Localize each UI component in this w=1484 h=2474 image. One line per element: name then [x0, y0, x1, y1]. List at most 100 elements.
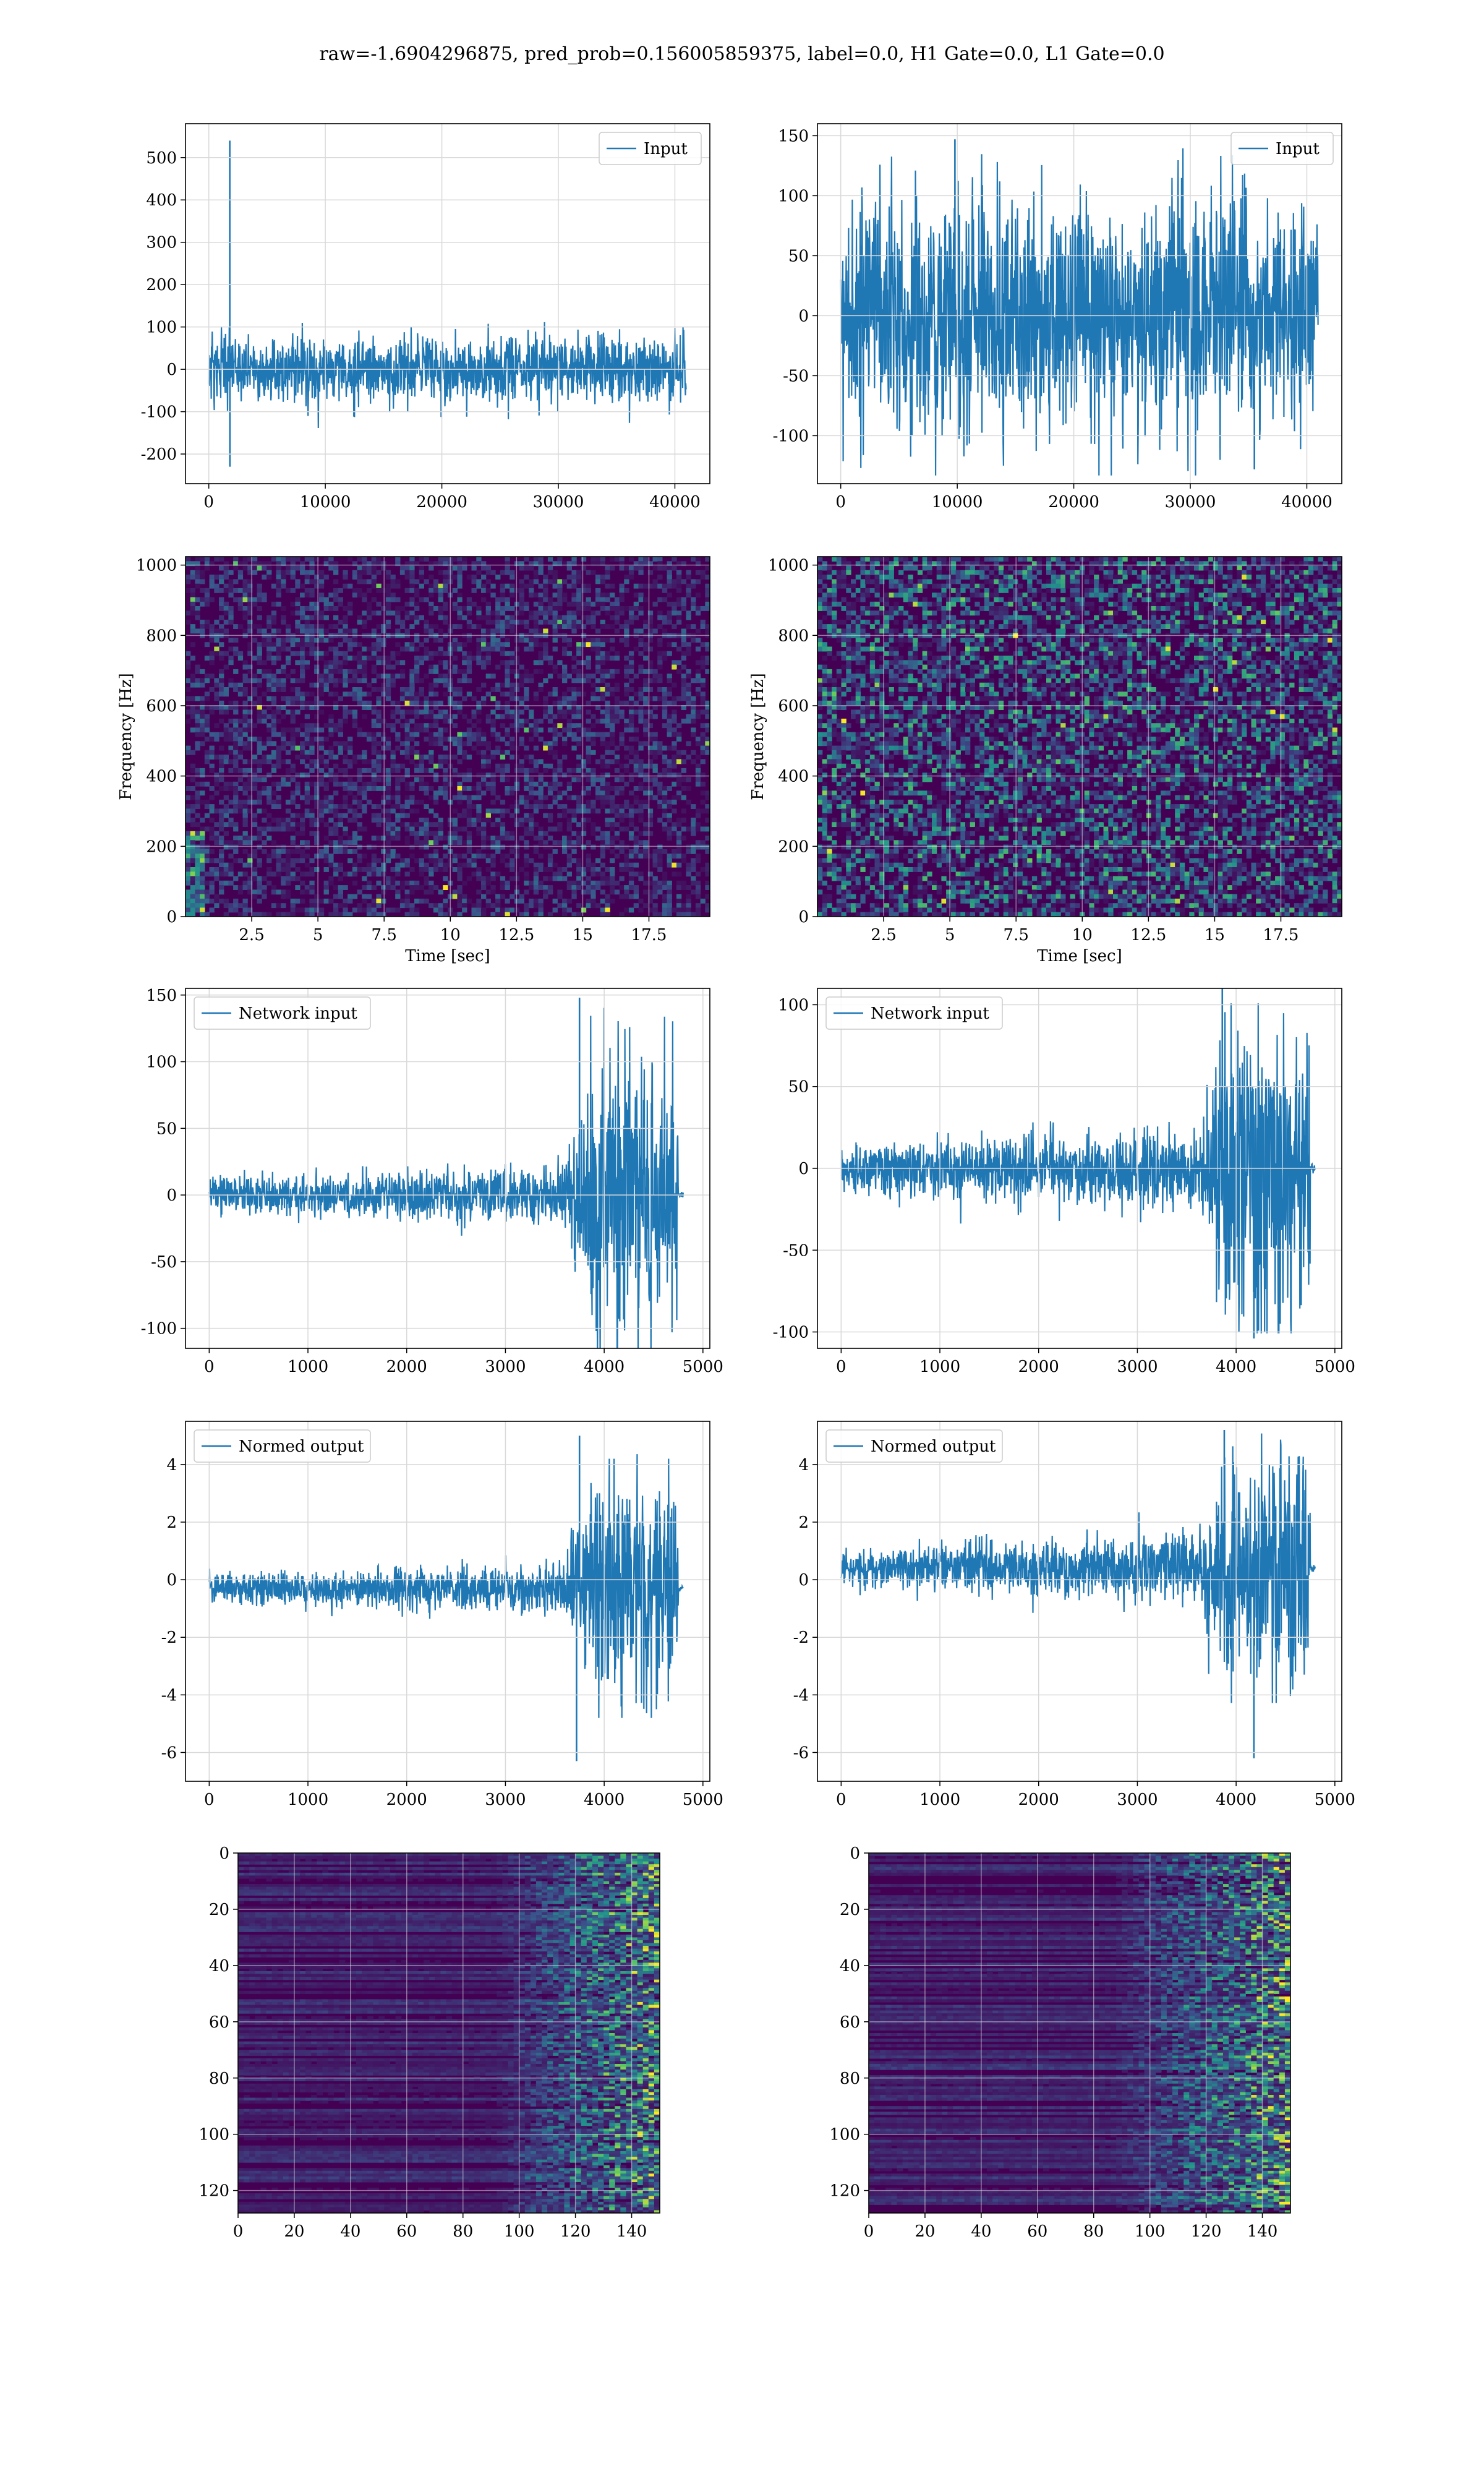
- feat-l1-svg: 0 20 40 60 80 100 120 140 0 20 40 60 80 100 120: [829, 1844, 1291, 2241]
- x-tick-label: 20: [915, 2222, 935, 2241]
- x-tick-label: 1000: [288, 1791, 328, 1809]
- y-tick-label: -200: [141, 445, 177, 464]
- y-tick-label: 120: [829, 2182, 860, 2201]
- x-tick-label: 4000: [1216, 1358, 1256, 1376]
- y-tick-label: -50: [151, 1253, 177, 1272]
- x-tick-label: 17.5: [631, 926, 667, 944]
- x-tick-label: 100: [504, 2222, 535, 2241]
- y-tick-label: 2: [798, 1513, 809, 1532]
- y-tick-label: 80: [209, 2070, 229, 2088]
- y-tick-label: 200: [146, 837, 177, 856]
- y-axis-label: Frequency [Hz]: [749, 673, 767, 800]
- y-tick-label: 0: [850, 1844, 860, 1863]
- x-tick-label: 3000: [485, 1791, 526, 1809]
- y-tick-label: 800: [778, 627, 809, 645]
- y-tick-label: 100: [778, 187, 809, 205]
- x-tick-label: 120: [1191, 2222, 1222, 2241]
- series-line: [840, 148, 1319, 476]
- x-tick-label: 3000: [1117, 1358, 1158, 1376]
- x-tick-label: 12.5: [498, 926, 534, 944]
- y-tick-label: -6: [793, 1744, 809, 1762]
- x-tick-label: 2000: [1018, 1358, 1059, 1376]
- y-tick-label: 100: [146, 1053, 177, 1072]
- y-tick-label: 0: [166, 1186, 177, 1205]
- y-tick-label: 0: [798, 908, 809, 927]
- x-tick-label: 15: [1205, 926, 1225, 944]
- x-tick-label: 20000: [1048, 493, 1099, 511]
- input-l1-svg: 0 10000 20000 30000 40000 -100 -50 0 50 100 150 Inp…: [773, 123, 1342, 511]
- x-tick-label: 7.5: [1004, 926, 1029, 944]
- net-l1-svg: 0 1000 2000 3000 4000 5000 -100 -50 0 50 100 Networ…: [773, 988, 1355, 1376]
- x-tick-label: 0: [233, 2222, 244, 2241]
- series-line: [840, 1433, 1316, 1703]
- legend-label: Normed output: [871, 1437, 996, 1456]
- y-tick-label: 120: [198, 2182, 229, 2201]
- x-tick-label: 2000: [386, 1358, 427, 1376]
- heatmap-cells: [238, 1853, 660, 2213]
- y-tick-label: -100: [773, 427, 809, 445]
- x-axis-label: Time [sec]: [1037, 947, 1122, 965]
- x-tick-label: 5000: [1315, 1358, 1355, 1376]
- axes-frame: [237, 1852, 660, 2214]
- input-h1-svg: 0 10000 20000 30000 40000 -200 -100 0 100 200 300 4…: [141, 123, 710, 511]
- x-tick-label: 1000: [288, 1358, 328, 1376]
- y-tick-label: 50: [788, 1078, 809, 1097]
- legend: Network input: [825, 996, 1003, 1030]
- x-tick-label: 4000: [584, 1791, 625, 1809]
- y-tick-label: -100: [141, 1320, 177, 1338]
- input-l1-panel: 0 10000 20000 30000 40000 -100 -50 0 50 100 150 Inp…: [737, 111, 1373, 546]
- x-tick-label: 4000: [1216, 1791, 1256, 1809]
- x-tick-label: 80: [453, 2222, 473, 2241]
- x-tick-label: 7.5: [372, 926, 397, 944]
- y-tick-label: 100: [198, 2126, 229, 2144]
- y-tick-label: 500: [146, 149, 177, 168]
- spec-l1-panel: 2.5 5 7.5 10 12.5 15 17.5 0 200 400 600 800 1000 Time…: [737, 544, 1373, 978]
- y-axis-label: Frequency [Hz]: [117, 673, 135, 800]
- x-tick-label: 0: [204, 1791, 215, 1809]
- feat-h1-svg: 0 20 40 60 80 100 120 140 0 20 40 60 80 100 120: [198, 1844, 660, 2241]
- y-tick-label: -100: [773, 1324, 809, 1342]
- x-tick-label: 2000: [386, 1791, 427, 1809]
- x-tick-label: 1000: [919, 1791, 960, 1809]
- y-tick-label: -2: [161, 1629, 177, 1647]
- axes-frame: [185, 1421, 710, 1782]
- norm-l1-svg: 0 1000 2000 3000 4000 5000 -6 -4 -2 0 2 4 Normed out…: [793, 1421, 1355, 1809]
- x-tick-label: 0: [836, 1791, 846, 1809]
- axes-frame: [185, 556, 710, 917]
- y-tick-label: 400: [146, 768, 177, 786]
- x-tick-label: 60: [1027, 2222, 1047, 2241]
- x-tick-label: 5: [313, 926, 323, 944]
- net-l1-panel: 0 1000 2000 3000 4000 5000 -100 -50 0 50 100 Networ…: [737, 976, 1373, 1410]
- grid-lines: [817, 988, 1342, 1348]
- legend: Normed output: [825, 1429, 1003, 1463]
- norm-h1-svg: 0 1000 2000 3000 4000 5000 -6 -4 -2 0 2 4 Normed out…: [161, 1421, 723, 1809]
- x-tick-label: 0: [203, 493, 214, 511]
- axes-frame: [817, 123, 1342, 484]
- y-tick-label: 150: [778, 127, 809, 145]
- y-tick-label: 4: [798, 1456, 809, 1475]
- y-tick-label: 4: [166, 1456, 177, 1475]
- series-line: [208, 1454, 684, 1718]
- x-tick-label: 15: [573, 926, 593, 944]
- heatmap-cells: [186, 557, 710, 917]
- y-tick-label: 60: [209, 2013, 229, 2032]
- y-tick-label: 600: [146, 697, 177, 716]
- x-tick-label: 100: [1135, 2222, 1166, 2241]
- x-tick-label: 40: [971, 2222, 991, 2241]
- net-h1-svg: 0 1000 2000 3000 4000 5000 -100 -50 0 50 100 150 Net…: [141, 987, 723, 1376]
- y-tick-label: 0: [166, 908, 177, 927]
- axes-frame: [868, 1852, 1291, 2214]
- x-tick-label: 140: [616, 2222, 647, 2241]
- grid-lines: [186, 988, 710, 1348]
- series-line: [208, 322, 687, 429]
- y-tick-label: -100: [141, 403, 177, 422]
- y-tick-label: 100: [778, 996, 809, 1014]
- legend: Input: [599, 132, 702, 165]
- y-tick-label: -4: [793, 1686, 809, 1705]
- x-tick-label: 5000: [683, 1358, 723, 1376]
- x-tick-label: 60: [396, 2222, 417, 2241]
- y-tick-label: 100: [146, 319, 177, 337]
- y-tick-label: 40: [840, 1957, 860, 1975]
- x-tick-label: 30000: [1165, 493, 1216, 511]
- spec-h1-panel: 2.5 5 7.5 10 12.5 15 17.5 0 200 400 600 800 1000 Time…: [105, 544, 741, 978]
